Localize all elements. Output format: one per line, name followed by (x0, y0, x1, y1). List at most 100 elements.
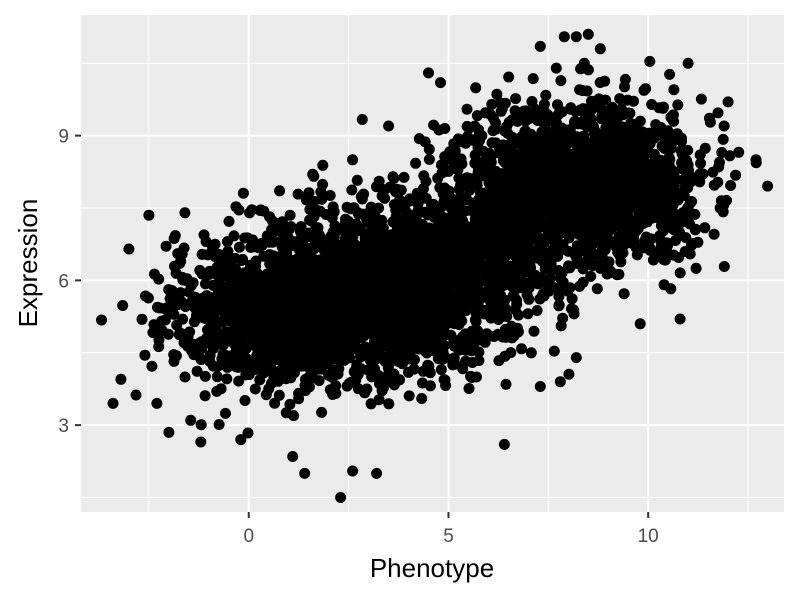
data-point (211, 371, 223, 383)
data-point (606, 101, 618, 113)
data-point (480, 272, 492, 284)
data-point (296, 360, 307, 372)
data-point (672, 99, 684, 111)
data-point (656, 157, 668, 169)
data-point (580, 177, 592, 189)
data-point (300, 373, 311, 385)
data-point (449, 195, 461, 207)
data-point (447, 359, 459, 371)
data-point (712, 176, 724, 188)
data-point (440, 266, 452, 278)
data-point (257, 316, 269, 328)
data-point (668, 84, 680, 96)
data-point (435, 258, 447, 270)
data-point (553, 290, 565, 302)
data-point (465, 370, 477, 382)
data-point (455, 336, 467, 348)
data-point (588, 126, 600, 138)
data-point (148, 319, 160, 331)
data-point (280, 337, 292, 349)
data-point (510, 93, 522, 105)
data-point (609, 139, 621, 151)
data-point (568, 160, 580, 172)
data-point (694, 176, 706, 188)
data-point (469, 213, 481, 225)
data-point (170, 350, 182, 362)
data-point (303, 187, 315, 199)
data-point (469, 120, 481, 132)
data-point (631, 202, 643, 214)
data-point (387, 216, 399, 228)
data-point (643, 182, 655, 193)
data-point (603, 130, 615, 142)
data-point (152, 301, 163, 313)
data-point (222, 261, 234, 273)
data-point (340, 315, 352, 327)
data-point (398, 292, 410, 304)
data-point (388, 172, 400, 184)
data-point (177, 313, 189, 325)
data-point (211, 385, 223, 397)
data-point (419, 245, 431, 256)
data-point (498, 181, 510, 192)
data-point (554, 376, 566, 388)
data-point (300, 385, 311, 397)
data-point (228, 230, 240, 242)
data-point (664, 153, 676, 165)
data-point (293, 339, 305, 351)
data-point (130, 389, 142, 401)
data-point (568, 304, 580, 316)
data-point (423, 222, 435, 234)
data-point (148, 268, 160, 280)
data-point (162, 328, 174, 340)
data-point (581, 85, 593, 97)
data-point (335, 224, 347, 236)
data-point (361, 280, 373, 292)
data-point (570, 31, 582, 43)
data-point (502, 127, 514, 139)
data-point (520, 125, 532, 137)
data-point (674, 313, 686, 325)
data-point (247, 241, 259, 253)
data-point (436, 333, 448, 345)
data-point (399, 228, 411, 240)
data-point (307, 291, 319, 303)
data-point (390, 229, 402, 241)
data-point (725, 180, 737, 191)
data-point (385, 266, 397, 277)
data-point (608, 182, 620, 194)
data-point (493, 142, 505, 153)
data-point (548, 134, 560, 146)
data-point (307, 304, 318, 316)
data-point (362, 319, 373, 331)
data-point (498, 230, 510, 242)
data-point (441, 164, 453, 176)
data-point (557, 281, 569, 293)
data-point (692, 236, 704, 248)
data-point (624, 175, 636, 187)
data-point (453, 172, 465, 184)
data-point (196, 248, 208, 260)
data-point (523, 138, 535, 150)
data-point (566, 293, 578, 305)
data-point (191, 301, 203, 313)
data-point (516, 221, 528, 233)
data-point (444, 299, 456, 311)
data-point (479, 107, 491, 119)
data-point (532, 115, 544, 126)
data-point (347, 230, 359, 242)
data-point (260, 389, 272, 401)
data-point (500, 249, 512, 261)
data-point (712, 107, 724, 119)
data-point (207, 360, 219, 372)
data-point (373, 175, 385, 187)
data-point (570, 106, 582, 117)
data-point (662, 142, 674, 154)
data-point (438, 374, 450, 386)
data-point (491, 221, 503, 233)
data-point (470, 254, 482, 265)
data-point (718, 261, 730, 272)
data-point (151, 397, 163, 409)
data-point (284, 209, 296, 221)
data-point (437, 227, 449, 239)
